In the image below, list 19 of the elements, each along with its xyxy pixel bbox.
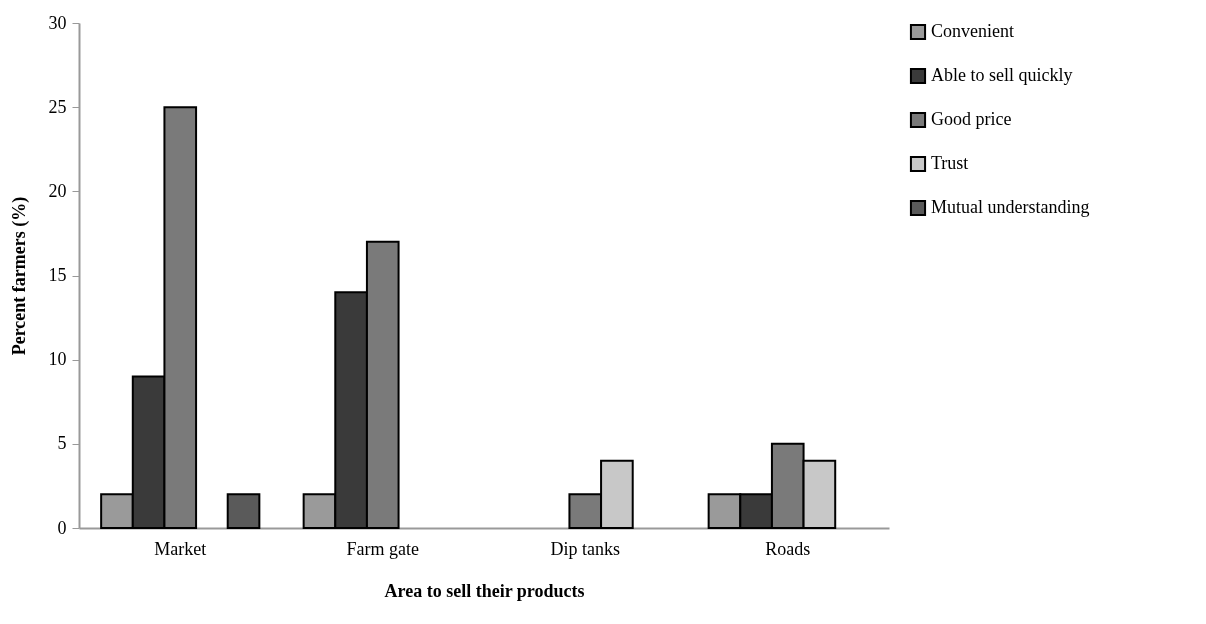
x-tick-label: Roads	[765, 538, 811, 559]
y-tick-label: 0	[57, 517, 67, 538]
x-tick-label: Market	[154, 538, 207, 559]
y-axis-title: Percent farmers (%)	[8, 196, 30, 356]
legend-label: Able to sell quickly	[931, 65, 1073, 85]
legend-label: Trust	[931, 153, 969, 173]
bar	[226, 493, 261, 529]
legend-label: Convenient	[931, 21, 1014, 41]
y-tick-label: 25	[48, 96, 67, 117]
legend-label: Mutual understanding	[931, 197, 1090, 217]
x-tick-label: Dip tanks	[550, 538, 620, 559]
y-tick-label: 5	[57, 433, 67, 454]
y-tick-label: 30	[48, 12, 67, 33]
y-tick-label: 20	[48, 180, 67, 201]
x-tick-label: Farm gate	[346, 538, 419, 559]
x-axis-title: Area to sell their products	[384, 580, 585, 601]
y-tick-label: 15	[48, 265, 67, 285]
legend-label: Good price	[931, 109, 1012, 129]
y-tick-label: 10	[48, 349, 67, 370]
